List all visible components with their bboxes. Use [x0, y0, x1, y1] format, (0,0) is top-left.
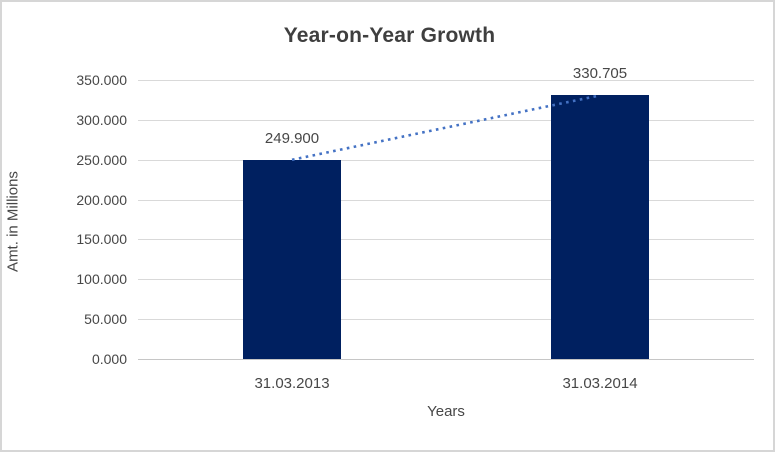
gridline [138, 119, 754, 121]
x-axis-tick-label: 31.03.2013 [254, 375, 330, 392]
bar [243, 159, 341, 359]
y-axis-tick-label: 350.000 [76, 72, 127, 88]
chart-title: Year-on-Year Growth [283, 24, 496, 47]
y-axis-tick-label: 50.000 [84, 311, 127, 328]
y-axis-tick-label: 300.000 [76, 111, 127, 128]
data-label: 330.705 [572, 65, 628, 83]
y-axis-tick-label: 250.000 [76, 151, 127, 168]
gridline [138, 239, 754, 241]
gridline [138, 199, 754, 201]
y-axis-tick-label: 100.000 [76, 271, 127, 288]
gridline [138, 279, 754, 281]
trendline [291, 94, 601, 162]
gridline [138, 319, 754, 321]
x-axis-title: Years [427, 403, 465, 420]
gridline [138, 359, 754, 360]
gridline [138, 80, 754, 81]
x-axis-tick-label: 31.03.2014 [562, 375, 638, 392]
data-label: 249.900 [264, 129, 320, 147]
bar [551, 95, 649, 359]
y-axis-title: Amt. in Millions [4, 171, 22, 272]
gridline [138, 159, 754, 161]
plot-area: 249.900 330.705 [138, 65, 754, 360]
y-axis-tick-label: 200.000 [76, 191, 127, 208]
y-axis-tick-label: 0.000 [91, 351, 127, 367]
y-axis-tick-label: 150.000 [76, 231, 127, 248]
